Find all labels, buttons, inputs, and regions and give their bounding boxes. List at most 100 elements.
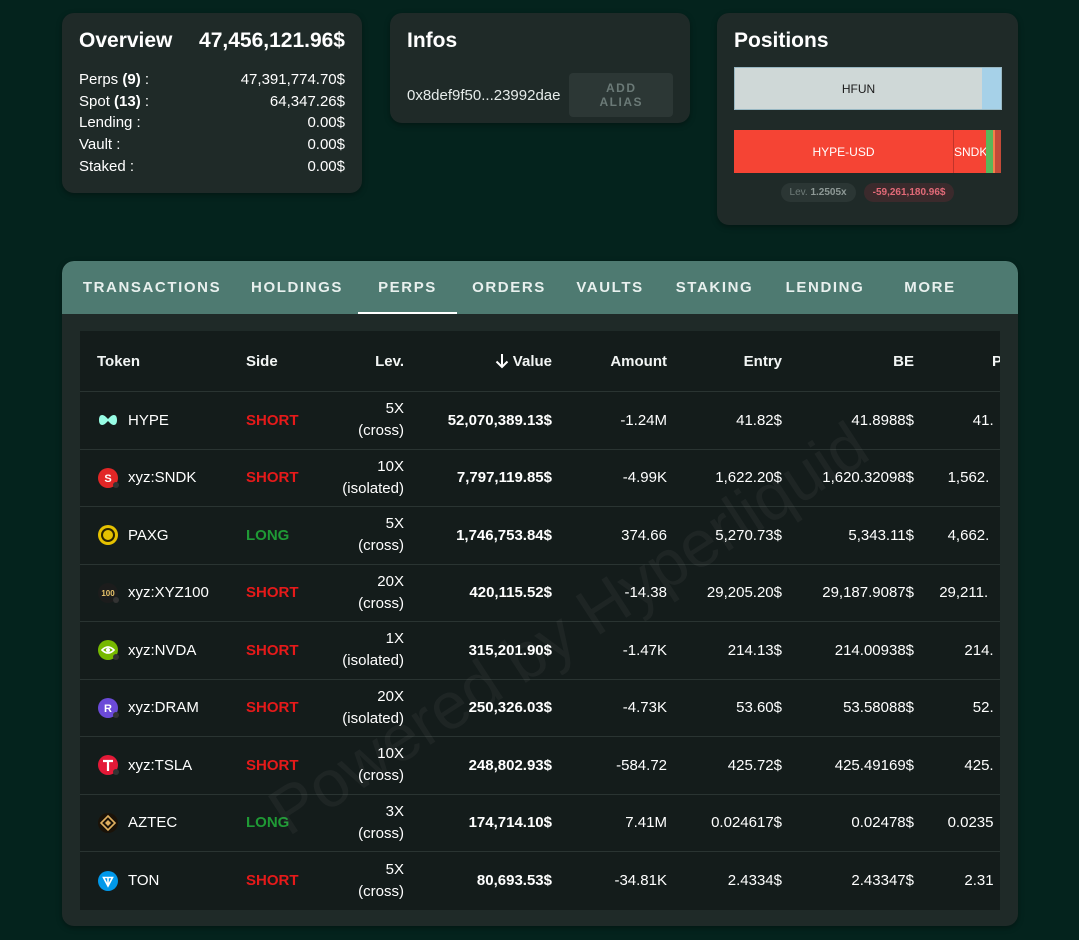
- overview-row-value: 64,347.26$: [269, 92, 345, 110]
- header-lev[interactable]: Lev.: [375, 352, 404, 370]
- header-amount[interactable]: Amount: [610, 352, 667, 370]
- infos-card: Infos 0x8def9f50...23992dae ADD ALIAS: [390, 13, 690, 123]
- tab-bar: TRANSACTIONS HOLDINGS PERPS ORDERS VAULTS STA…: [62, 261, 1018, 314]
- table-row[interactable]: AZTEC LONG 3X (cross) 174,714.10$ 7.41M 0.0246…: [80, 795, 1000, 852]
- token-cell[interactable]: HYPE: [97, 392, 247, 449]
- entry-cell: 53.60$: [736, 699, 782, 717]
- token-name: xyz:SNDK: [128, 469, 197, 487]
- header-be[interactable]: BE: [893, 352, 914, 370]
- token-name: xyz:NVDA: [128, 641, 197, 659]
- price-cell: 1,562.: [947, 469, 990, 487]
- amount-cell: -4.99K: [622, 469, 667, 487]
- table-row[interactable]: xyz:TSLA SHORT 10X (cross) 248,802.93$ -584.7…: [80, 737, 1000, 795]
- short-segment-red[interactable]: [995, 130, 1001, 173]
- side-cell: SHORT: [246, 756, 299, 774]
- token-cell[interactable]: xyz:NVDA: [97, 622, 247, 679]
- entry-cell: 29,205.20$: [706, 584, 782, 602]
- token-cell[interactable]: xyz:TSLA: [97, 737, 247, 794]
- infos-title: Infos: [407, 29, 458, 52]
- leverage-badge: Lev. 1.2505x: [780, 183, 856, 202]
- short-positions-bar[interactable]: HYPE-USD SNDK: [734, 130, 1002, 173]
- overview-total: 47,456,121.96$: [199, 29, 345, 52]
- tab-more[interactable]: MORE: [904, 279, 956, 296]
- overview-row-value: 0.00$: [307, 114, 345, 132]
- header-value[interactable]: Value: [410, 331, 552, 391]
- leverage-value: 10X: [377, 745, 404, 763]
- overview-row: Staked : 0.00$: [79, 156, 345, 178]
- leverage-value: 10X: [377, 457, 404, 475]
- overview-row: Vault : 0.00$: [79, 134, 345, 156]
- be-cell: 214.00938$: [834, 641, 914, 659]
- table-row[interactable]: PAXG LONG 5X (cross) 1,746,753.84$ 374.66 5,27…: [80, 507, 1000, 565]
- be-cell: 0.02478$: [851, 814, 914, 832]
- tab-perps[interactable]: PERPS: [358, 261, 457, 314]
- value-cell: 248,802.93$: [468, 756, 552, 774]
- positions-card: Positions HFUN HYPE-USD SNDK Lev. 1.2505…: [717, 13, 1018, 225]
- short-segment-green[interactable]: [986, 130, 993, 173]
- header-p[interactable]: P: [992, 352, 1000, 370]
- leverage-cell: 5X (cross): [323, 392, 404, 449]
- positions-title: Positions: [734, 29, 829, 52]
- long-segment-other[interactable]: [982, 68, 1001, 109]
- main-panel: TRANSACTIONS HOLDINGS PERPS ORDERS VAULTS STA…: [62, 261, 1018, 926]
- value-cell: 250,326.03$: [468, 699, 552, 717]
- entry-cell: 1,622.20$: [715, 469, 782, 487]
- overview-title: Overview: [79, 29, 173, 52]
- entry-cell: 2.4334$: [727, 872, 782, 890]
- price-cell: 2.31: [964, 872, 994, 890]
- short-segment-sndk[interactable]: SNDK: [953, 130, 986, 173]
- be-cell: 425.49169$: [834, 756, 914, 774]
- tab-staking[interactable]: STAKING: [675, 279, 754, 296]
- tab-lending[interactable]: LENDING: [785, 279, 865, 296]
- price-cell: 52.: [972, 699, 994, 717]
- wallet-address[interactable]: 0x8def9f50...23992dae: [407, 86, 561, 104]
- long-segment-hfun[interactable]: HFUN: [735, 68, 983, 109]
- token-cell[interactable]: AZTEC: [97, 795, 247, 852]
- token-name: xyz:DRAM: [128, 699, 199, 717]
- header-side[interactable]: Side: [246, 352, 278, 370]
- aztec-icon: [97, 812, 119, 834]
- table-row[interactable]: TON SHORT 5X (cross) 80,693.53$ -34.81K 2.4334…: [80, 852, 1000, 910]
- value-cell: 420,115.52$: [469, 584, 552, 602]
- leverage-cell: 10X (isolated): [323, 450, 404, 507]
- overview-row: Perps (9) : 47,391,774.70$: [79, 69, 345, 91]
- tab-holdings[interactable]: HOLDINGS: [251, 279, 343, 296]
- tab-orders[interactable]: ORDERS: [472, 279, 546, 296]
- long-positions-bar[interactable]: HFUN: [734, 67, 1002, 110]
- token-name: PAXG: [128, 526, 169, 544]
- amount-cell: -584.72: [616, 756, 667, 774]
- header-entry[interactable]: Entry: [743, 352, 782, 370]
- table-header: Token Side Lev. Value Amount Entry BE P: [80, 331, 1000, 392]
- be-cell: 1,620.32098$: [822, 469, 914, 487]
- overview-row-value: 0.00$: [307, 157, 345, 175]
- perps-table: Token Side Lev. Value Amount Entry BE P …: [80, 331, 1000, 910]
- token-name: AZTEC: [128, 814, 178, 832]
- short-segment-orange[interactable]: [993, 130, 995, 173]
- side-cell: SHORT: [246, 411, 299, 429]
- token-cell[interactable]: TON: [97, 852, 247, 910]
- overview-row-value: 47,391,774.70$: [240, 71, 345, 88]
- table-row[interactable]: xyz:NVDA SHORT 1X (isolated) 315,201.90$ -1.4…: [80, 622, 1000, 680]
- overview-row: Spot (13) : 64,347.26$: [79, 91, 345, 113]
- side-cell: SHORT: [246, 872, 299, 890]
- table-row[interactable]: HYPE SHORT 5X (cross) 52,070,389.13$ -1.24M 41…: [80, 392, 1000, 450]
- be-cell: 5,343.11$: [848, 526, 914, 544]
- price-cell: 214.: [964, 641, 994, 659]
- table-row[interactable]: 100 xyz:XYZ100 SHORT 20X (cross) 420,115.52$ -…: [80, 565, 1000, 622]
- header-token[interactable]: Token: [97, 352, 141, 370]
- token-cell[interactable]: PAXG: [97, 507, 247, 564]
- token-cell[interactable]: 100 xyz:XYZ100: [97, 565, 247, 622]
- overview-row-label: Perps (9) :: [79, 71, 150, 88]
- tab-transactions[interactable]: TRANSACTIONS: [82, 279, 222, 296]
- overview-row: Lending : 0.00$: [79, 112, 345, 134]
- add-alias-button[interactable]: ADD ALIAS: [569, 73, 673, 117]
- short-segment-hype[interactable]: HYPE-USD: [734, 130, 953, 173]
- svg-text:R: R: [104, 703, 112, 715]
- value-cell: 52,070,389.13$: [447, 411, 552, 429]
- tab-vaults[interactable]: VAULTS: [576, 279, 644, 296]
- leverage-value: 20X: [377, 572, 404, 590]
